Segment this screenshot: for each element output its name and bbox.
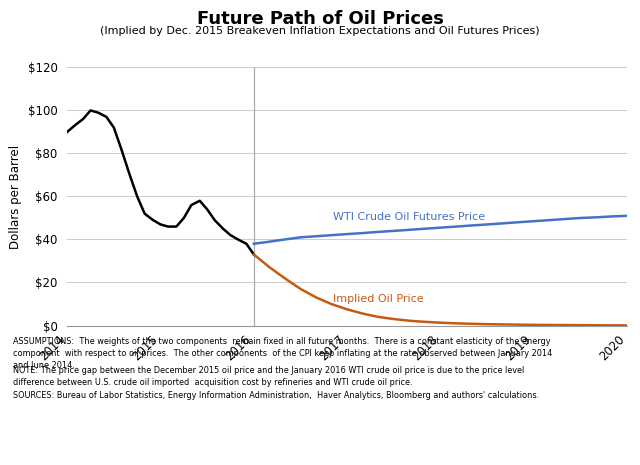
Text: SOURCES: Bureau of Labor Statistics, Energy Information Administration,  Haver A: SOURCES: Bureau of Labor Statistics, Ene… xyxy=(13,391,539,400)
Text: F: F xyxy=(8,444,16,457)
Text: (Implied by Dec. 2015 Breakeven Inflation Expectations and Oil Futures Prices): (Implied by Dec. 2015 Breakeven Inflatio… xyxy=(100,26,540,36)
Text: Implied Oil Price: Implied Oil Price xyxy=(333,294,424,304)
Text: of: of xyxy=(221,444,232,457)
Text: Future Path of Oil Prices: Future Path of Oil Prices xyxy=(196,10,444,28)
Text: NOTE: The price gap between the December 2015 oil price and the January 2016 WTI: NOTE: The price gap between the December… xyxy=(13,366,524,387)
Text: Federal Reserve Bank: Federal Reserve Bank xyxy=(8,444,156,457)
Text: St. Louis: St. Louis xyxy=(245,444,307,457)
Text: ASSUMPTIONS:  The weights of the two components  remain fixed in all future mont: ASSUMPTIONS: The weights of the two comp… xyxy=(13,337,552,370)
Text: WTI Crude Oil Futures Price: WTI Crude Oil Futures Price xyxy=(333,212,485,222)
Y-axis label: Dollars per Barrel: Dollars per Barrel xyxy=(9,145,22,248)
